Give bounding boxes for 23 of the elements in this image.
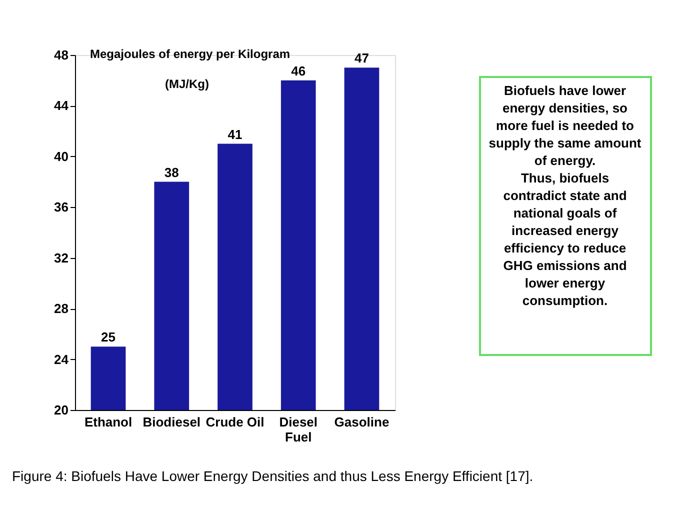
y-tick-label: 36 [54, 200, 68, 215]
y-tick-label: 20 [54, 402, 68, 418]
y-tick-label: 40 [54, 148, 68, 164]
x-tick-label: Diesel Fuel [279, 414, 318, 444]
y-tick-label: 24 [54, 352, 70, 367]
annotation: Megajoules of energy per Kilogram [90, 47, 290, 61]
annotation: (MJ/Kg) [165, 77, 209, 91]
y-tick-label: 44 [54, 98, 70, 114]
data-label: 38 [164, 164, 179, 180]
x-tick-label: Ethanol [84, 414, 132, 430]
text: Biofuels have lower energy densities, so more fuel is needed to supply the same amount of energy. [488, 83, 642, 168]
data-label: 47 [354, 50, 369, 66]
y-tick-label: 32 [54, 250, 68, 266]
data-label: 41 [228, 126, 242, 142]
x-tick-label: Crude Oil [206, 414, 264, 430]
x-tick-label: Biodiesel [142, 414, 201, 430]
y-tick-label: 48 [54, 48, 68, 62]
x-tick-label: Gasoline [334, 414, 390, 430]
caption: Figure 4: Biofuels Have Lower Energy Densities and thus Less Energy Efficient [17]. [12, 468, 534, 484]
text: Thus, biofuels contradict state and national goals of increased energy efficiency to reduce GHG emissions and lower energy consumption. [503, 170, 627, 308]
data-label: 46 [291, 63, 306, 78]
data-label: 25 [101, 330, 116, 345]
y-tick-label: 28 [54, 301, 68, 316]
